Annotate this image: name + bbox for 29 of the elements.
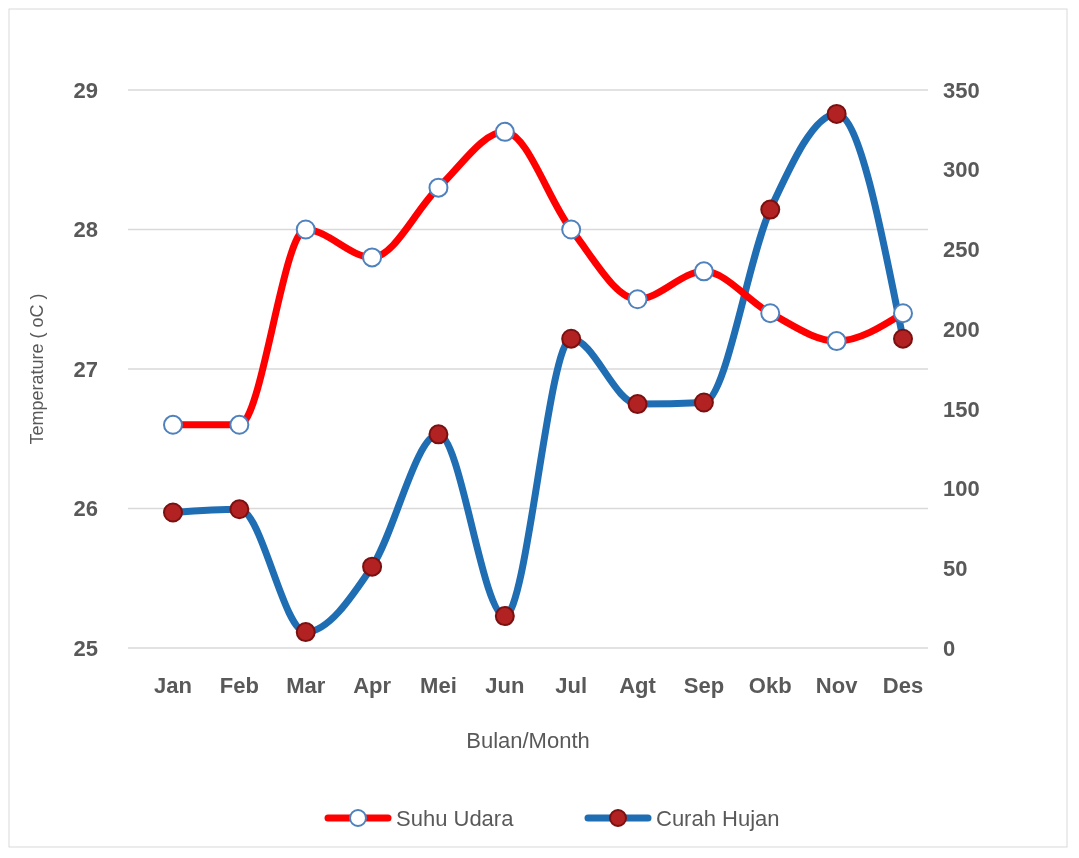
- x-tick-label: Jan: [154, 673, 192, 698]
- x-axis-title: Bulan/Month: [466, 728, 590, 753]
- y-tick-label: 26: [73, 496, 98, 522]
- y2-tick-label: 50: [943, 555, 968, 581]
- y-axis-title: Temperature ( oC ): [27, 293, 47, 445]
- x-tick-label: Mar: [286, 673, 326, 698]
- x-tick-label: Jun: [485, 673, 525, 698]
- y2-tick-label: 250: [943, 237, 980, 263]
- x-tick-label: Feb: [219, 673, 259, 698]
- y2-tick-label: 350: [943, 77, 980, 103]
- x-tick-label: Agt: [619, 673, 657, 698]
- y2-tick-label: 150: [943, 396, 980, 422]
- y-tick-label: 29: [73, 77, 98, 103]
- x-tick-label: Okb: [748, 673, 792, 698]
- legend-label: Suhu Udara: [396, 805, 515, 831]
- y-tick-label: 27: [73, 356, 98, 382]
- y-tick-label: 28: [73, 217, 98, 243]
- x-tick-label: Mei: [420, 673, 457, 698]
- x-tick-label: Des: [882, 673, 924, 698]
- y2-tick-label: 0: [943, 635, 956, 661]
- y2-tick-label: 300: [943, 157, 980, 183]
- x-tick-label: Sep: [683, 673, 725, 698]
- y-tick-label: 25: [73, 635, 98, 661]
- y2-tick-label: 100: [943, 476, 980, 502]
- legend-label: Curah Hujan: [656, 805, 780, 831]
- x-tick-label: Nov: [815, 673, 859, 698]
- y2-tick-label: 200: [943, 316, 980, 342]
- x-tick-label: Apr: [353, 673, 392, 698]
- x-tick-label: Jul: [555, 673, 588, 698]
